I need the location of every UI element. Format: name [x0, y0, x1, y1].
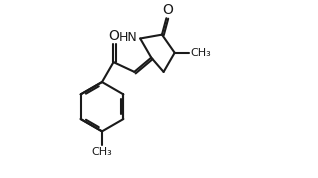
Text: CH₃: CH₃ — [190, 48, 211, 58]
Text: O: O — [162, 2, 174, 17]
Text: O: O — [108, 29, 119, 43]
Text: HN: HN — [119, 31, 138, 44]
Text: CH₃: CH₃ — [92, 147, 112, 157]
